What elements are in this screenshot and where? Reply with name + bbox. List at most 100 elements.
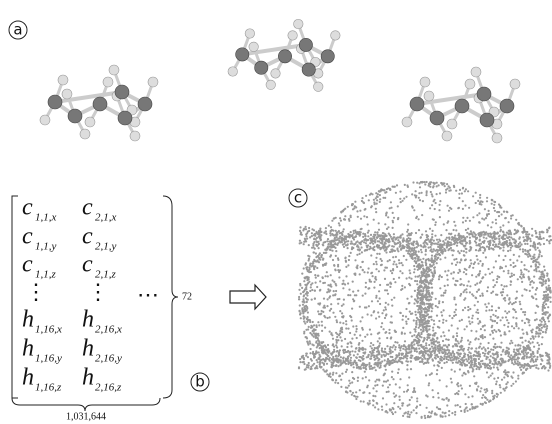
- point: [463, 190, 466, 193]
- point: [409, 312, 413, 315]
- point: [495, 352, 498, 355]
- point: [511, 361, 514, 365]
- point: [462, 284, 465, 287]
- point: [306, 306, 309, 309]
- point: [533, 345, 536, 348]
- point: [358, 367, 361, 370]
- point: [481, 337, 484, 340]
- point: [379, 283, 382, 287]
- point: [497, 243, 500, 246]
- point: [492, 266, 495, 269]
- point: [470, 329, 473, 332]
- point: [429, 282, 432, 285]
- point: [468, 343, 471, 346]
- point: [436, 243, 439, 246]
- point: [411, 256, 414, 259]
- point: [540, 320, 543, 323]
- point: [331, 258, 335, 262]
- point: [466, 235, 469, 238]
- point: [311, 330, 314, 333]
- point: [364, 249, 367, 252]
- point: [508, 356, 512, 359]
- point: [425, 342, 428, 345]
- point: [448, 349, 451, 352]
- point: [340, 345, 343, 348]
- point: [546, 316, 549, 319]
- point: [324, 248, 327, 251]
- point: [373, 346, 376, 350]
- point: [500, 341, 503, 344]
- point: [455, 332, 458, 335]
- point: [483, 324, 486, 327]
- point: [475, 290, 479, 293]
- point: [433, 332, 436, 335]
- point: [375, 263, 378, 266]
- point: [463, 359, 466, 362]
- point: [438, 343, 441, 346]
- point: [309, 367, 312, 371]
- point: [479, 294, 482, 297]
- point: [305, 300, 308, 303]
- point: [338, 276, 341, 279]
- point: [415, 358, 419, 361]
- point: [388, 362, 391, 365]
- point: [337, 352, 340, 355]
- point: [415, 215, 418, 218]
- entry-subscript: 2,1,x: [95, 212, 117, 224]
- point: [362, 366, 365, 369]
- point: [406, 412, 409, 415]
- point: [321, 324, 324, 327]
- point: [544, 294, 547, 297]
- point: [425, 302, 429, 305]
- point: [457, 349, 460, 352]
- point: [492, 285, 495, 289]
- point: [415, 405, 419, 408]
- point: [425, 290, 428, 293]
- point: [414, 275, 417, 278]
- point: [512, 316, 515, 319]
- point: [318, 347, 321, 350]
- point: [438, 379, 441, 382]
- point: [487, 212, 490, 216]
- point: [355, 266, 359, 269]
- point: [393, 360, 396, 363]
- point: [407, 232, 410, 235]
- point: [438, 300, 441, 303]
- point: [315, 325, 318, 329]
- point: [492, 348, 495, 351]
- point: [364, 237, 367, 240]
- point: [497, 316, 500, 319]
- point: [325, 357, 328, 360]
- point: [501, 360, 504, 364]
- point: [359, 400, 362, 403]
- point: [535, 287, 539, 290]
- point: [495, 383, 498, 386]
- hydrogen: [248, 41, 259, 52]
- point: [304, 228, 308, 231]
- point: [391, 355, 394, 359]
- point: [419, 236, 422, 239]
- point: [547, 320, 551, 323]
- point: [356, 379, 359, 382]
- point: [330, 303, 333, 306]
- point: [351, 203, 354, 206]
- point: [400, 288, 403, 291]
- entry-subscript: 2,1,y: [95, 241, 117, 253]
- point: [361, 377, 364, 380]
- point: [345, 235, 348, 238]
- point: [478, 355, 482, 358]
- point: [396, 205, 399, 208]
- point: [534, 293, 537, 296]
- carbon: [476, 86, 492, 102]
- point: [470, 246, 473, 249]
- point: [432, 239, 435, 242]
- point: [442, 240, 445, 243]
- point: [401, 240, 405, 243]
- point: [492, 243, 495, 247]
- point: [298, 298, 301, 301]
- point: [486, 356, 489, 359]
- point: [390, 250, 394, 253]
- point: [447, 399, 450, 402]
- point: [472, 231, 475, 234]
- point: [458, 238, 461, 241]
